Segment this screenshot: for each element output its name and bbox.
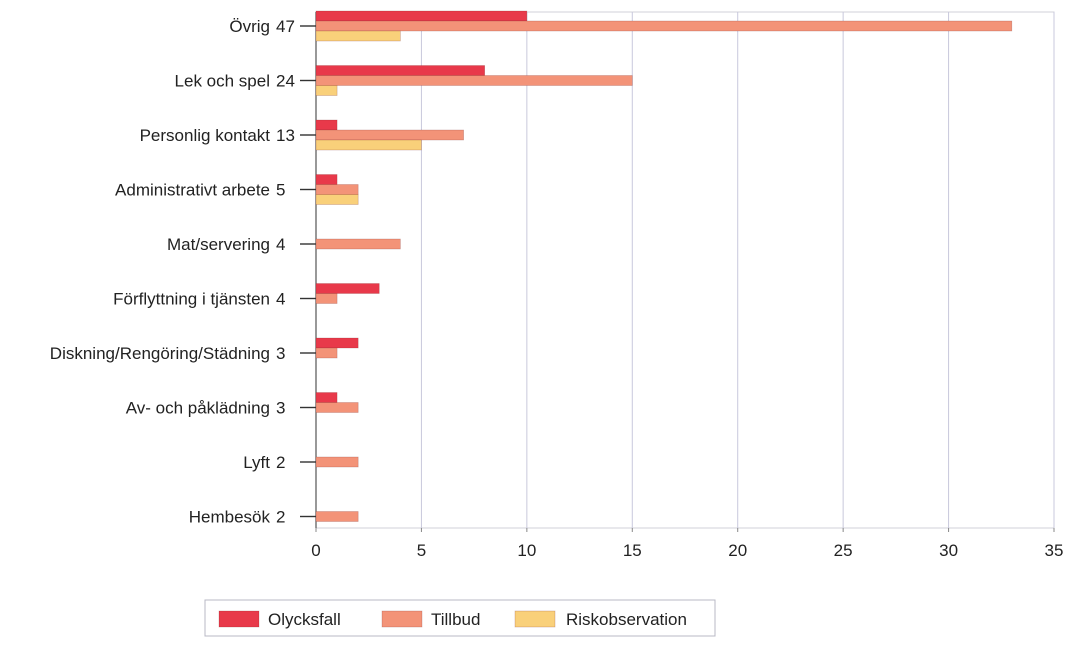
bar-olycksfall: [315, 65, 485, 76]
category-total-label: 3: [276, 399, 285, 418]
legend-swatch-tillbud: [381, 610, 423, 628]
x-tick-label: 25: [834, 541, 853, 560]
bar-olycksfall: [315, 283, 380, 294]
bar-tillbud: [315, 20, 1013, 32]
category-total-label: 5: [276, 181, 285, 200]
category-total-label: 13: [276, 126, 295, 145]
bar-riskobservation: [315, 30, 401, 42]
category-label: Administrativt arbete: [115, 181, 270, 200]
legend-swatch-riskobservation: [514, 610, 556, 628]
x-tick-label: 35: [1045, 541, 1064, 560]
category-total-label: 2: [276, 453, 285, 472]
category-label: Hembesök: [189, 508, 271, 527]
category-label: Personlig kontakt: [140, 126, 271, 145]
bar-tillbud: [315, 184, 359, 195]
x-tick-label: 20: [728, 541, 747, 560]
category-total-label: 4: [276, 290, 285, 309]
category-label: Förflyttning i tjänsten: [113, 290, 270, 309]
bar-tillbud: [315, 456, 359, 468]
category-total-label: 3: [276, 344, 285, 363]
x-tick-label: 0: [311, 541, 320, 560]
bar-tillbud: [315, 238, 401, 250]
category-label: Diskning/Rengöring/Städning: [50, 344, 270, 363]
bar-tillbud: [315, 402, 359, 413]
x-tick-label: 5: [417, 541, 426, 560]
category-label: Lek och spel: [175, 72, 270, 91]
category-label: Av- och påklädning: [126, 399, 270, 418]
legend-box: [204, 599, 716, 637]
legend-label: Tillbud: [431, 610, 480, 629]
bar-riskobservation: [315, 194, 359, 205]
bar-olycksfall: [315, 10, 528, 22]
bar-olycksfall: [315, 174, 338, 185]
x-tick-label: 30: [939, 541, 958, 560]
x-tick-label: 10: [517, 541, 536, 560]
bar-tillbud: [315, 511, 359, 522]
bar-tillbud: [315, 75, 633, 86]
bar-riskobservation: [315, 139, 422, 151]
category-label: Mat/servering: [167, 235, 270, 254]
category-label: Lyft: [243, 453, 270, 472]
bar-olycksfall: [315, 119, 338, 131]
bar-tillbud: [315, 347, 338, 359]
bar-tillbud: [315, 293, 338, 304]
x-tick-label: 15: [623, 541, 642, 560]
category-total-label: 47: [276, 17, 295, 36]
plot-area: [315, 11, 1055, 529]
bar-tillbud: [315, 129, 464, 141]
category-total-label: 24: [276, 72, 295, 91]
category-total-label: 2: [276, 508, 285, 527]
legend-label: Riskobservation: [566, 610, 687, 629]
category-label: Övrig: [229, 17, 270, 36]
bar-olycksfall: [315, 392, 338, 403]
bar-riskobservation: [315, 85, 338, 96]
bar-olycksfall: [315, 337, 359, 349]
legend-label: Olycksfall: [268, 610, 341, 629]
category-total-label: 4: [276, 235, 285, 254]
legend-swatch-olycksfall: [218, 610, 260, 628]
